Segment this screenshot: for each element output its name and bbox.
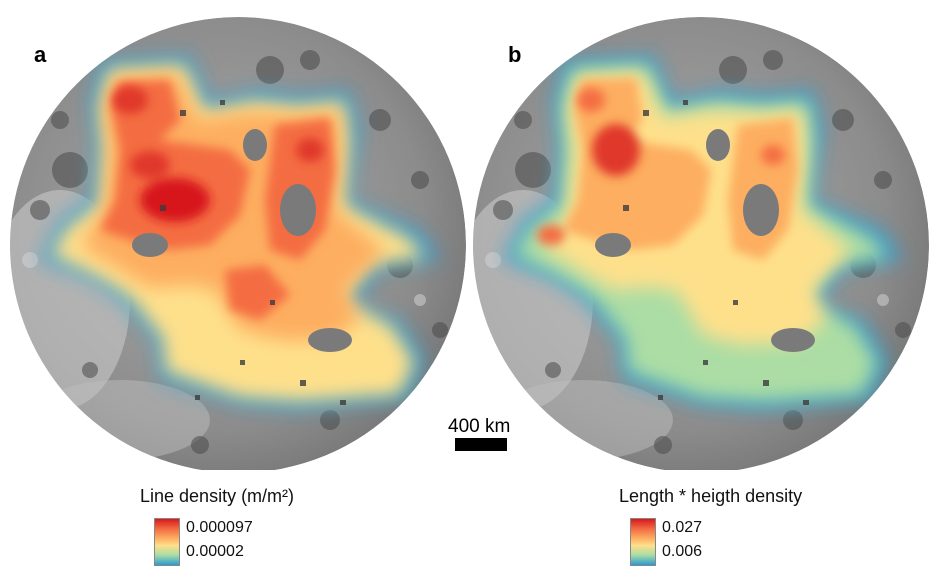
panel-label-a: a: [34, 42, 47, 67]
density-overlay: [40, 55, 440, 410]
legend-min-a: 0.00002: [186, 543, 244, 560]
map-panel-a: a Line density (m/m²) 0.000097 0.00002: [0, 0, 471, 566]
legend-max-a: 0.000097: [186, 519, 253, 536]
density-overlay: [503, 55, 903, 410]
scale-bar-label: 400 km: [448, 416, 511, 437]
panel-label-b: b: [508, 42, 522, 67]
scale-bar: [455, 438, 507, 451]
legend-min-b: 0.006: [662, 543, 703, 560]
legend-title-b: Length * heigth density: [619, 486, 803, 506]
color-ramp-b: [630, 518, 656, 566]
density-map-a: [10, 17, 466, 470]
map-panel-b: b Length * heigth density 0.027 0.006: [471, 0, 942, 566]
legend-max-b: 0.027: [662, 519, 703, 536]
legend-title-a: Line density (m/m²): [140, 486, 295, 506]
density-map-b: [473, 17, 929, 470]
color-ramp-a: [154, 518, 180, 566]
